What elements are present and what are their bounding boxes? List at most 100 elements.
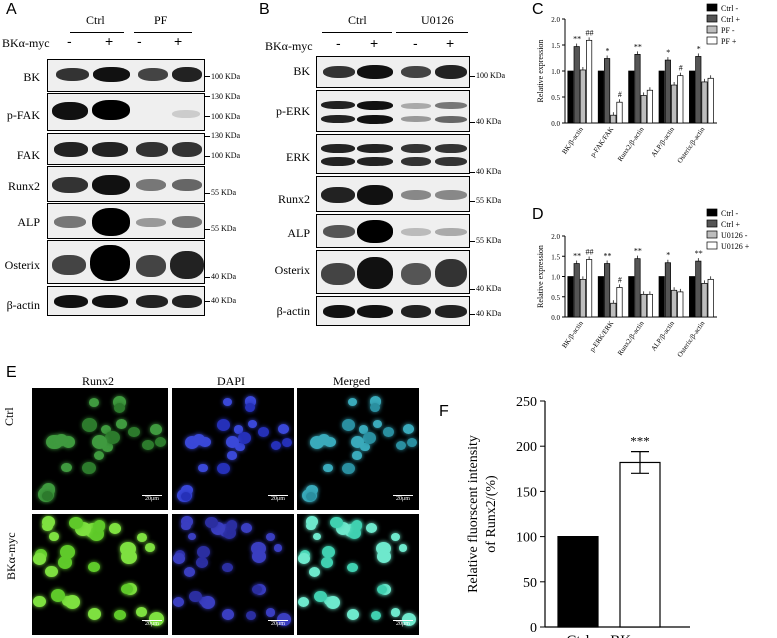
cell-nucleus: [205, 517, 218, 529]
micrograph-ctrl-dapi: [172, 388, 294, 510]
y-tick-label: 1.5: [551, 253, 560, 261]
group-label-ctrl: Ctrl: [86, 13, 105, 27]
legend-swatch: [706, 25, 718, 34]
cell-nucleus: [358, 425, 369, 434]
cell-nucleus: [149, 423, 163, 435]
cell-nucleus: [244, 396, 257, 407]
x-tick-label: ALP/β-actin: [650, 319, 677, 352]
cell-nucleus: [32, 552, 47, 565]
bar-chart-c: 0.0 0.5 1.0 1.5 2.0 Relative expression BK/β-a…: [536, 3, 740, 165]
row-label: Osterix: [274, 263, 310, 277]
panel-label-e: E: [6, 364, 17, 381]
scale-bar: 20μm: [268, 495, 288, 503]
cell-nucleus: [197, 545, 211, 558]
cell-nucleus: [216, 418, 230, 431]
marker: 130 KDa: [211, 92, 241, 101]
blot-pfak: [47, 93, 205, 131]
cell-nucleus: [114, 609, 126, 620]
cell-nucleus: [233, 425, 244, 434]
condition-label: BKα-myc: [2, 36, 50, 50]
significance-marker: *: [666, 251, 670, 260]
blot-beta-actin: [316, 296, 470, 326]
row-label: Runx2: [277, 192, 310, 206]
group-label-u0126: U0126: [421, 13, 454, 27]
cell-nucleus: [50, 589, 66, 603]
cell-nucleus: [305, 491, 316, 501]
cell-nucleus: [306, 516, 318, 527]
cell-nucleus: [45, 565, 58, 578]
cell-nucleus: [347, 562, 358, 572]
significance-marker: **: [634, 247, 642, 256]
bar: [664, 262, 671, 318]
cell-nucleus: [312, 532, 322, 541]
cell-nucleus: [93, 450, 104, 460]
x-tick-label: BKα-myc: [610, 633, 670, 638]
cell-nucleus: [61, 462, 73, 473]
y-tick-label: 2.0: [551, 233, 560, 241]
panel-label-c: C: [532, 1, 544, 18]
significance-marker: *: [697, 44, 701, 53]
legend-swatch: [706, 219, 718, 228]
bar: [707, 77, 714, 124]
cell-nucleus: [192, 434, 205, 445]
cell-nucleus: [136, 607, 147, 617]
cell-nucleus: [105, 431, 120, 445]
condition-label: BKα-myc: [265, 39, 313, 53]
bar: [610, 302, 617, 318]
cell-nucleus: [88, 398, 99, 407]
cell-nucleus: [347, 608, 360, 620]
bar: [628, 276, 635, 318]
y-axis-label: Relative expression: [536, 245, 545, 308]
row-label: BK: [293, 64, 310, 78]
y-axis-label: Relative fluorscent intensity: [466, 435, 481, 593]
bar: [689, 276, 696, 318]
y-tick-label: 1.0: [551, 68, 560, 76]
y-axis-label: of Runx2/(%): [484, 475, 499, 553]
cell-nucleus: [383, 427, 394, 437]
cell-nucleus: [136, 532, 147, 542]
cell-nucleus: [91, 434, 108, 449]
x-tick-label: ALP/β-actin: [650, 125, 677, 158]
significance-marker: **: [604, 252, 612, 261]
scale-bar: 20μm: [393, 620, 413, 628]
significance-marker: #: [618, 275, 622, 284]
x-tick-label: BK/β-actin: [560, 319, 585, 350]
cell-nucleus: [313, 590, 327, 603]
bar: [616, 101, 623, 124]
bar: [604, 58, 611, 124]
bar: [586, 39, 593, 124]
blot-perk: [316, 90, 470, 132]
cell-nucleus: [271, 440, 281, 450]
bar: [597, 276, 604, 318]
blot-alp: [47, 203, 205, 239]
cell-nucleus: [33, 595, 46, 608]
cell-nucleus: [407, 437, 418, 447]
cell-nucleus: [401, 613, 416, 626]
bar: [557, 536, 599, 628]
micrograph-ctrl-merged: [297, 388, 419, 510]
x-tick-label: BK/β-actin: [560, 125, 585, 156]
bar: [646, 89, 653, 124]
significance-marker: #: [618, 90, 622, 99]
column-label: DAPI: [217, 374, 246, 388]
micrograph-ctrl-runx2: [32, 388, 168, 510]
legend-swatch: [706, 208, 718, 217]
cell-nucleus: [350, 435, 365, 448]
row-label: Osterix: [4, 258, 40, 272]
significance-marker: **: [573, 35, 581, 44]
blot-bk: [316, 56, 470, 88]
blot-runx2: [47, 166, 205, 202]
cell-nucleus: [201, 596, 216, 609]
cell-nucleus: [372, 419, 383, 429]
marker: 100 KDa: [476, 71, 506, 80]
cell-nucleus: [82, 461, 97, 475]
legend-swatch: [706, 230, 718, 239]
cell-nucleus: [88, 562, 100, 573]
sign: +: [105, 33, 114, 49]
bar: [579, 69, 586, 124]
cell-nucleus: [237, 431, 251, 444]
cell-nucleus: [402, 423, 415, 435]
bar: [619, 461, 661, 628]
y-tick-label: 2.0: [551, 16, 560, 24]
y-tick-label: 150: [516, 485, 537, 500]
